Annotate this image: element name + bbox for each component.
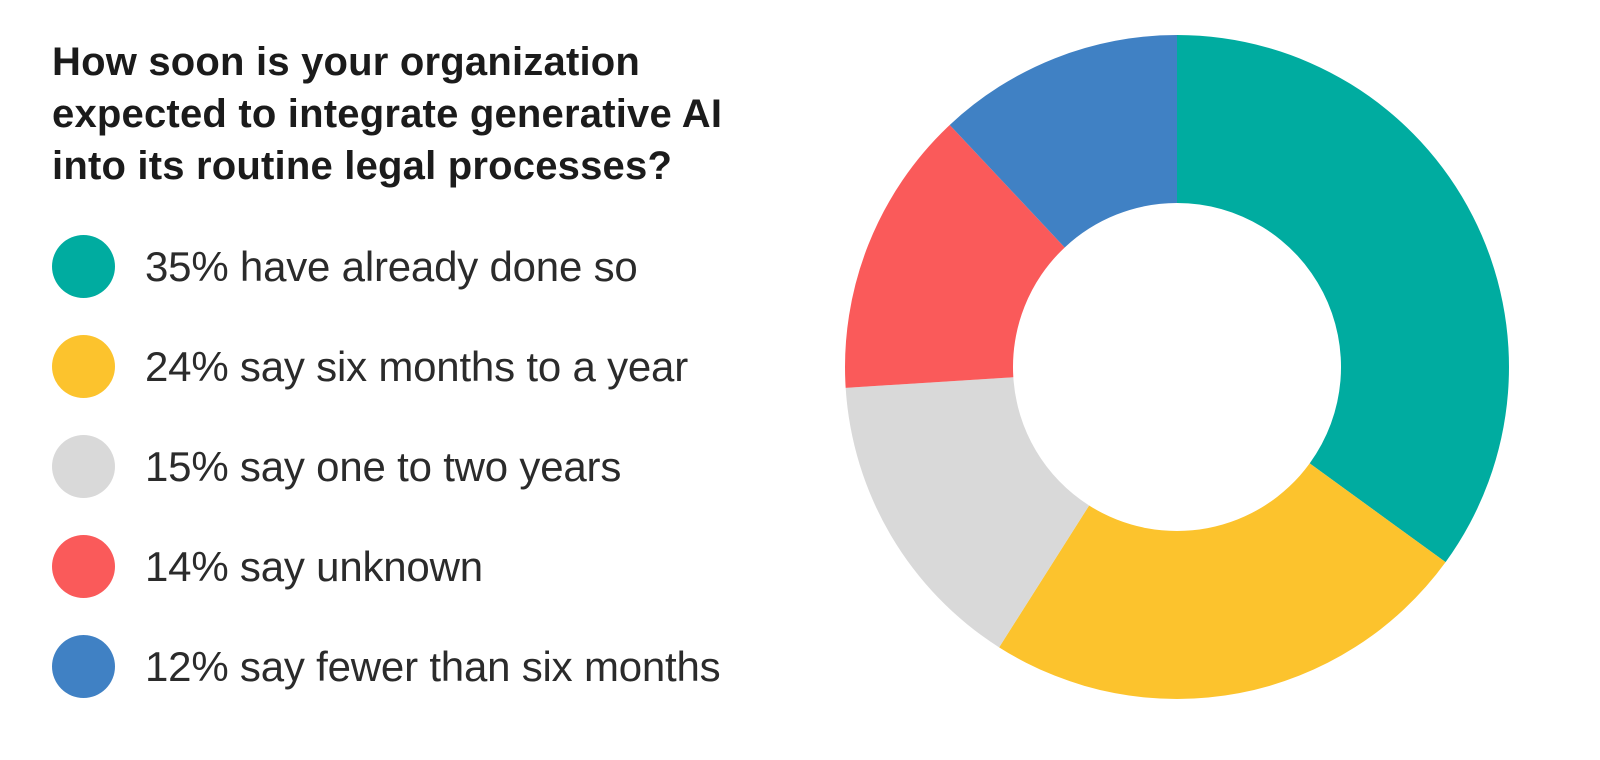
legend-label: 15% say one to two years (145, 442, 622, 490)
legend-swatch-circle-teal (52, 235, 115, 298)
donut-segment-one-to-two-years (845, 377, 1090, 648)
donut-segment-fewer-than-six-months (949, 35, 1177, 248)
donut-segment-six-months-to-a-year (999, 463, 1446, 699)
legend-item-already-done: 35% have already done so (52, 235, 720, 298)
legend-swatch-circle-red (52, 535, 115, 598)
chart-legend: 35% have already done so 24% say six mon… (52, 235, 721, 735)
donut-segment-unknown (845, 124, 1065, 388)
chart-title-line-2: expected to integrate generative AI (52, 92, 723, 136)
legend-item-one-to-two-years: 15% say one to two years (52, 435, 720, 498)
legend-swatch-circle-yellow (52, 335, 115, 398)
donut-chart (845, 35, 1509, 699)
legend-label: 12% say fewer than six months (145, 642, 721, 690)
legend-item-unknown: 14% say unknown (52, 535, 720, 598)
chart-title-line-1: How soon is your organization (52, 40, 641, 84)
legend-label: 24% say six months to a year (145, 342, 688, 390)
donut-segment-have-already-done-so (1177, 35, 1509, 563)
chart-title-line-3: into its routine legal processes? (52, 144, 673, 188)
legend-swatch-circle-blue (52, 635, 115, 698)
legend-label: 35% have already done so (145, 242, 638, 290)
legend-swatch-circle-gray (52, 435, 115, 498)
chart-title: How soon is your organization expected t… (52, 36, 722, 192)
legend-item-fewer-than-six-months: 12% say fewer than six months (52, 635, 721, 698)
legend-label: 14% say unknown (145, 542, 483, 590)
legend-item-six-months-to-year: 24% say six months to a year (52, 335, 720, 398)
